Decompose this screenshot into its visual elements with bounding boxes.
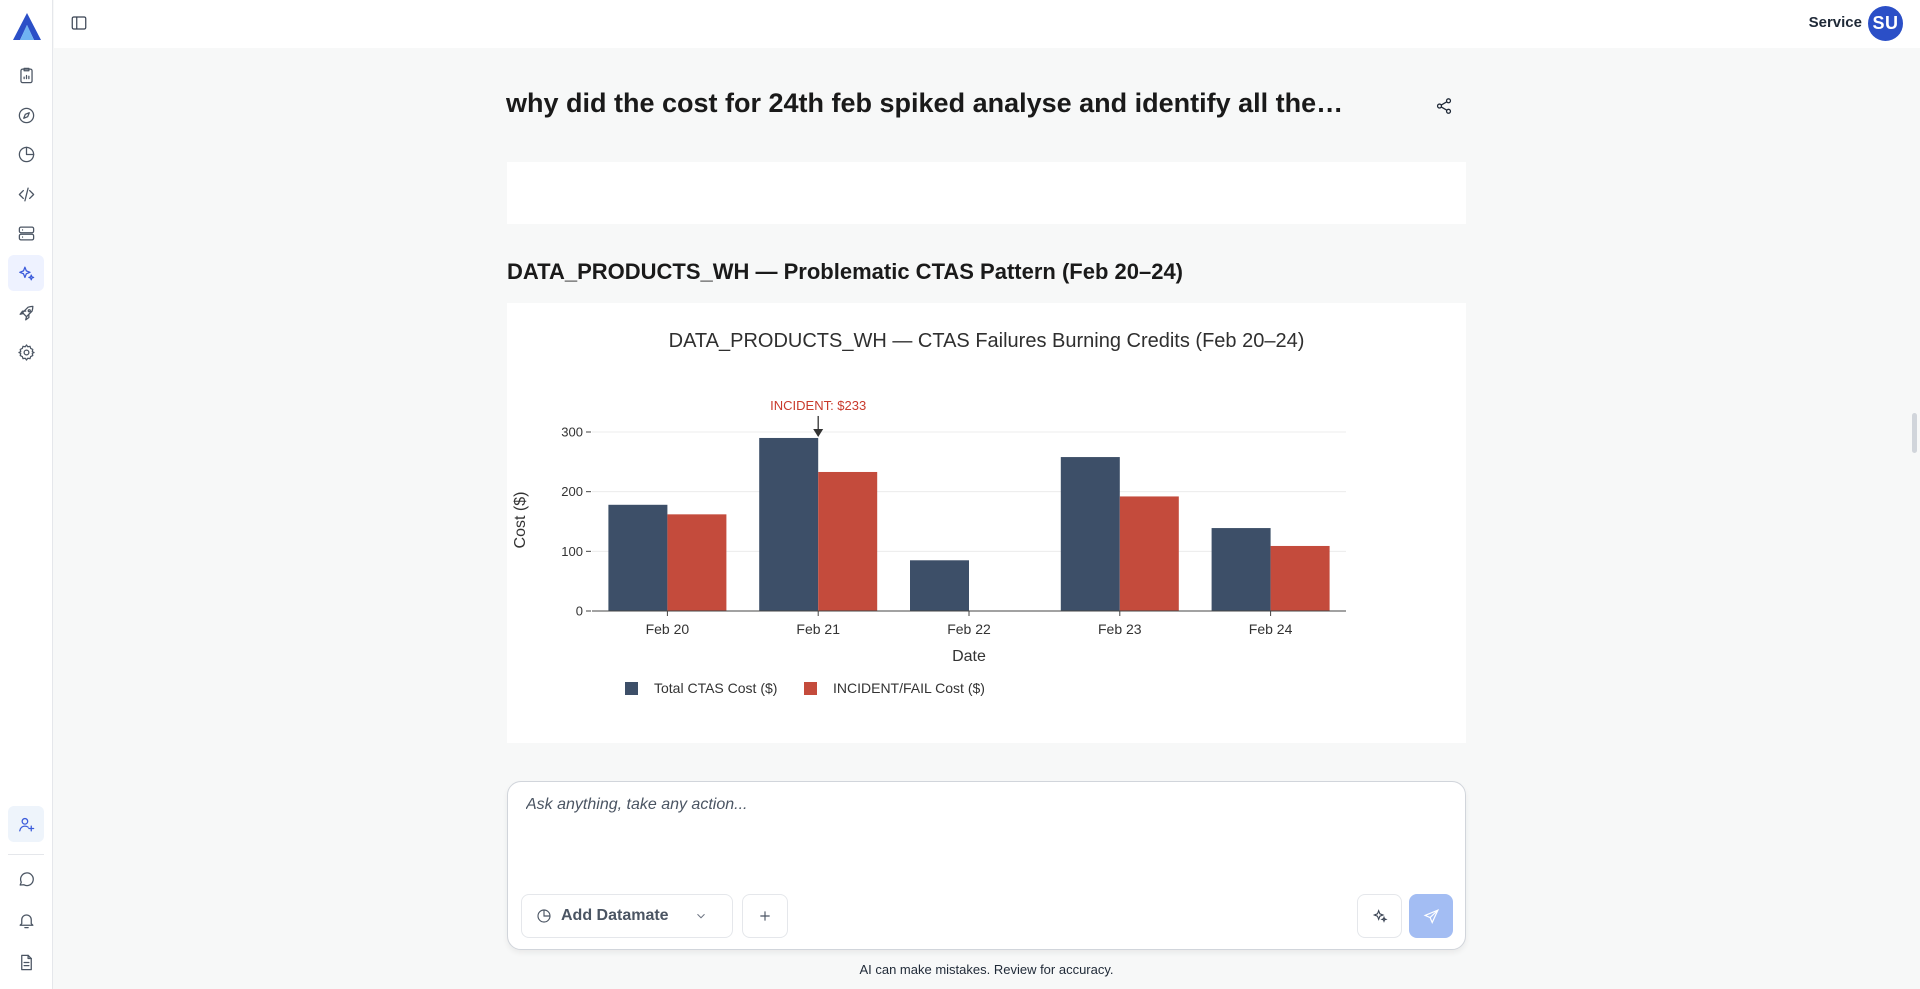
reports-icon [19,67,33,83]
share-button[interactable] [1433,95,1455,117]
chart-card: DATA_PRODUCTS_WH — CTAS Failures Burning… [507,303,1466,743]
avatar[interactable]: SU [1868,6,1903,41]
legend-item: INCIDENT/FAIL Cost ($) [833,680,985,696]
bar-total [910,560,969,611]
app-logo[interactable] [10,10,44,44]
chart-title: DATA_PRODUCTS_WH — CTAS Failures Burning… [669,330,1305,352]
server-icon [18,226,34,240]
nav-settings[interactable] [8,334,44,370]
sidebar-toggle-button[interactable] [70,14,90,34]
rocket-icon [19,305,33,320]
legend-swatch [625,682,638,695]
chat-icon [19,871,34,886]
x-tick-label: Feb 20 [646,621,690,637]
send-icon [1423,908,1439,924]
legend-item: Total CTAS Cost ($) [654,680,777,696]
attach-button[interactable] [742,894,788,938]
nav-docs[interactable] [8,944,44,980]
add-datamate-button[interactable]: Add Datamate [521,894,733,938]
legend-swatch [804,682,817,695]
y-tick-label: 200 [561,484,583,499]
x-tick-label: Feb 23 [1098,621,1142,637]
add-user-icon [18,817,34,831]
share-icon [1436,98,1452,114]
x-tick-label: Feb 22 [947,621,991,637]
bar-total [759,437,819,611]
top-bar: Service SU [54,0,1920,48]
enhance-prompt-button[interactable] [1357,894,1402,938]
nav-explore[interactable] [8,97,44,133]
sparkles-icon [18,266,34,280]
chevron-down-icon [694,909,708,923]
bar-incident [667,514,727,611]
nav-ai-assistant[interactable] [8,255,44,291]
bar-total [608,504,668,611]
code-icon [18,187,34,201]
page-title: why did the cost for 24th feb spiked ana… [506,88,1344,118]
plus-icon [760,911,770,921]
scrollbar-thumb[interactable] [1912,413,1917,453]
pie-chart-icon [18,146,34,162]
nav-invite-user[interactable] [8,806,44,842]
bell-icon [19,913,33,928]
annotation-label: INCIDENT: $233 [770,398,866,413]
bar-incident [818,471,878,611]
user-name: Service [1808,14,1862,31]
pie-chart-icon [536,908,552,924]
nav-notifications[interactable] [8,902,44,938]
bar-incident [1270,545,1330,611]
bar-incident [1119,496,1179,611]
y-tick-label: 100 [561,544,583,559]
nav-deployments[interactable] [8,295,44,331]
x-axis-label: Date [952,648,986,665]
nav-reports[interactable] [8,57,44,93]
document-icon [20,954,32,970]
section-title: DATA_PRODUCTS_WH — Problematic CTAS Patt… [507,259,1184,284]
disclaimer: AI can make mistakes. Review for accurac… [859,962,1114,977]
x-tick-label: Feb 21 [796,621,840,637]
sparkles-icon [1372,909,1388,923]
sidebar-divider [8,854,44,855]
annotation-arrowhead [813,428,824,437]
y-tick-label: 300 [561,425,583,440]
bar-chart: DATA_PRODUCTS_WH — CTAS Failures Burning… [512,330,1346,696]
gear-icon [17,343,35,361]
composer: Add Datamate [507,781,1466,950]
nav-data-sources[interactable] [8,215,44,251]
bar-total [1060,457,1120,611]
bar-total [1211,528,1271,611]
y-tick-label: 0 [576,604,583,619]
nav-chat[interactable] [8,861,44,897]
add-datamate-label: Add Datamate [561,907,669,924]
panel-left-icon [71,16,87,30]
response-card [507,162,1466,224]
compass-icon [18,107,34,123]
nav-code[interactable] [8,176,44,212]
x-tick-label: Feb 24 [1249,621,1293,637]
send-button[interactable] [1409,894,1453,938]
chat-input[interactable] [526,796,1426,814]
y-axis-label: Cost ($) [512,492,529,549]
sidebar [0,0,53,989]
nav-dashboards[interactable] [8,136,44,172]
